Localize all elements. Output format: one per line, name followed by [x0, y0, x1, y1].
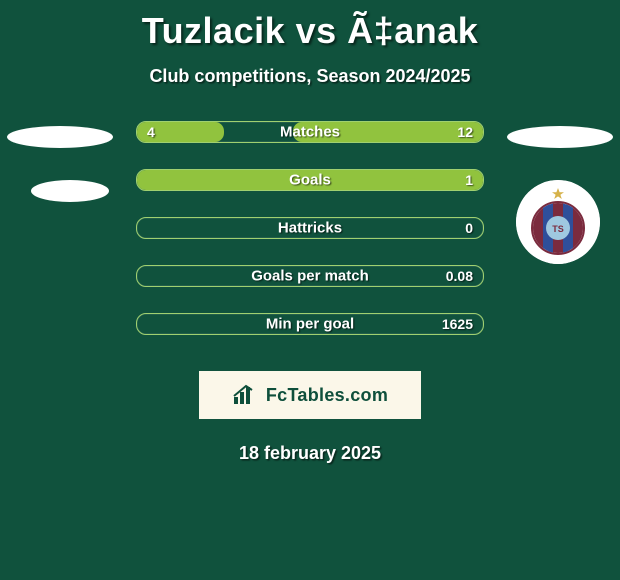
bars-icon: [232, 384, 260, 406]
stat-bar-label: Hattricks: [137, 220, 483, 237]
stat-value-right: 0.08: [446, 268, 473, 284]
club-crest: TS: [516, 180, 600, 264]
stat-bar: Min per goal1625: [136, 313, 484, 335]
stat-bar: Matches412: [136, 121, 484, 143]
footer-site-name: FcTables.com: [266, 385, 388, 406]
stat-bar-fill-right: [293, 122, 483, 142]
decor-ellipse-right-top: [507, 126, 613, 148]
stat-value-right: 1625: [442, 316, 473, 332]
stat-bar-fill-left: [137, 122, 224, 142]
stat-bar-label: Min per goal: [137, 316, 483, 333]
svg-text:TS: TS: [552, 224, 564, 234]
comparison-card: Tuzlacik vs Ã‡anak Club competitions, Se…: [0, 0, 620, 580]
stat-bar-label: Goals per match: [137, 268, 483, 285]
stat-bar-fill-right: [137, 170, 483, 190]
date-line: 18 february 2025: [0, 443, 620, 464]
decor-ellipse-left-bottom: [31, 180, 109, 202]
stat-bar: Goals per match0.08: [136, 265, 484, 287]
club-crest-circle: TS: [516, 180, 600, 264]
stat-bar: Hattricks0: [136, 217, 484, 239]
decor-ellipse-left-top: [7, 126, 113, 148]
stat-value-right: 0: [465, 220, 473, 236]
page-title: Tuzlacik vs Ã‡anak: [0, 0, 620, 52]
stat-bar: Goals1: [136, 169, 484, 191]
page-subtitle: Club competitions, Season 2024/2025: [0, 66, 620, 87]
footer-logo-box: FcTables.com: [199, 371, 421, 419]
